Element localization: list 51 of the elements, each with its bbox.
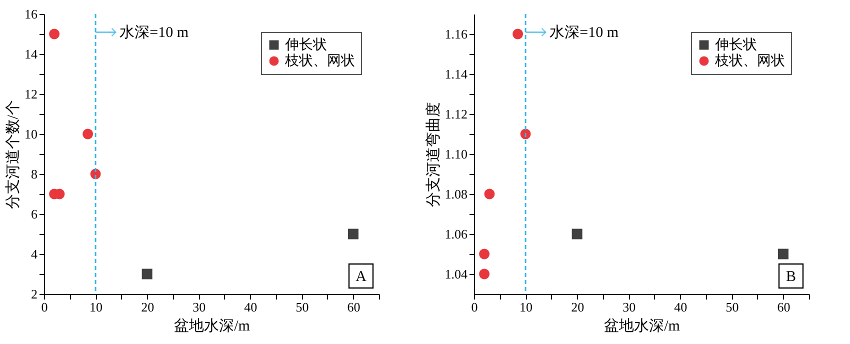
point bbox=[49, 28, 60, 40]
ref-line-label: 水深=10 m bbox=[550, 24, 619, 42]
x-axis-title: 盆地水深/m bbox=[174, 318, 250, 334]
x-tick-label: 20 bbox=[141, 300, 154, 314]
y-tick-label: 1.04 bbox=[444, 266, 468, 282]
x-tick-label: 60 bbox=[777, 300, 790, 314]
y-tick-label: 14 bbox=[24, 46, 38, 62]
y-tick-label: 8 bbox=[31, 166, 38, 182]
x-tick-label: 50 bbox=[296, 300, 309, 314]
y-axis-title: 分支河道个数/个 bbox=[4, 100, 22, 210]
point bbox=[778, 248, 788, 260]
y-axis-title: 分支河道弯曲度 bbox=[424, 102, 442, 207]
point bbox=[348, 228, 358, 240]
y-tick-label: 1.16 bbox=[444, 26, 468, 42]
x-axis-title: 盆地水深/m bbox=[604, 318, 680, 334]
point bbox=[142, 268, 152, 280]
x-tick-label: 10 bbox=[90, 300, 103, 314]
x-tick-label: 30 bbox=[192, 300, 206, 314]
y-tick-label: 12 bbox=[24, 86, 38, 102]
point bbox=[572, 228, 582, 240]
point bbox=[484, 188, 495, 200]
y-tick-label: 1.08 bbox=[444, 186, 468, 202]
x-tick-label: 0 bbox=[41, 300, 48, 314]
y-tick-label: 1.12 bbox=[444, 106, 468, 122]
legend-label: 枝状、网状 bbox=[284, 53, 355, 69]
y-tick-label: 10 bbox=[24, 126, 38, 142]
y-tick-label: 16 bbox=[24, 6, 38, 22]
ref-line-label: 水深=10 m bbox=[120, 24, 189, 42]
point bbox=[82, 128, 94, 140]
annotation: A bbox=[356, 269, 367, 285]
annotation: B bbox=[786, 269, 796, 285]
x-tick-label: 40 bbox=[244, 300, 258, 314]
x-tick-label: 0 bbox=[471, 300, 478, 314]
y-tick-label: 4 bbox=[31, 246, 38, 262]
legend-label: 枝状、网状 bbox=[714, 53, 785, 69]
point bbox=[479, 248, 490, 260]
point bbox=[479, 268, 490, 280]
x-tick-label: 20 bbox=[571, 300, 584, 314]
point bbox=[512, 28, 524, 40]
legend-label: 伸长状 bbox=[284, 37, 327, 53]
y-tick-label: 2 bbox=[31, 286, 38, 302]
y-tick-label: 1.10 bbox=[444, 146, 468, 162]
y-tick-label: 6 bbox=[31, 206, 38, 222]
x-tick-label: 60 bbox=[347, 300, 360, 314]
y-tick-label: 1.14 bbox=[444, 66, 468, 82]
x-tick-label: 30 bbox=[622, 300, 636, 314]
x-tick-label: 10 bbox=[520, 300, 533, 314]
x-tick-label: 50 bbox=[726, 300, 739, 314]
y-tick-label: 1.06 bbox=[444, 226, 468, 242]
legend-label: 伸长状 bbox=[714, 37, 757, 53]
x-tick-label: 40 bbox=[674, 300, 688, 314]
